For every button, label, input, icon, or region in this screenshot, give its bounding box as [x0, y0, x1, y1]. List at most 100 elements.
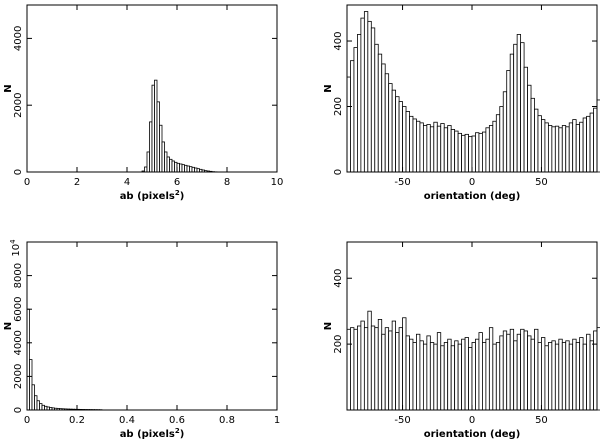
histogram-bar — [429, 126, 435, 173]
histogram-bar — [447, 125, 452, 173]
histogram-bar — [471, 135, 476, 173]
histogram-bar — [402, 317, 407, 411]
histogram-bar — [544, 345, 549, 411]
histogram-bar — [381, 333, 386, 411]
histogram-bar — [384, 327, 390, 411]
histogram-bar — [485, 127, 490, 173]
histogram-bar — [409, 115, 414, 173]
y-tick-label: 0 — [13, 407, 24, 413]
histogram-bar — [450, 345, 456, 411]
histogram-bar — [440, 345, 445, 411]
histogram-bar — [457, 132, 462, 173]
y-axis-exponent: 104 — [9, 239, 22, 257]
histogram-bar — [475, 132, 480, 173]
histogram-bar — [523, 330, 528, 411]
x-axis-label-close: ) — [180, 429, 185, 440]
histogram-bar — [502, 91, 508, 173]
x-tick-label: 0 — [469, 177, 475, 188]
histogram-bar — [402, 106, 407, 173]
histogram-bar — [384, 73, 390, 173]
x-axis-label-text: orientation (deg) — [424, 429, 521, 440]
x-axis-label-text: ab (pixels — [120, 429, 175, 440]
y-tick-label: 6000 — [13, 296, 24, 321]
histogram-bar — [593, 107, 598, 173]
histogram-bar — [416, 120, 421, 173]
histogram-bar — [370, 325, 376, 411]
x-tick-label: 0 — [469, 415, 475, 426]
histogram-bar — [346, 328, 351, 411]
y-axis-label: N — [3, 322, 14, 330]
histogram-bar — [443, 127, 449, 173]
x-tick-label: 6 — [174, 177, 180, 188]
histogram-bar — [579, 337, 584, 411]
x-tick-label: 0 — [24, 415, 30, 426]
histogram-bar — [485, 338, 490, 411]
histogram-bar — [488, 327, 494, 411]
histogram-bar — [478, 332, 483, 411]
histogram-bar — [436, 125, 442, 173]
histogram-bar — [457, 343, 462, 411]
histogram-bar — [357, 325, 362, 411]
x-tick-label: 0.2 — [69, 415, 85, 426]
x-tick-label: 0.6 — [169, 415, 185, 426]
histogram-bar — [353, 47, 358, 173]
histogram-bar — [492, 343, 497, 411]
x-axis-label-text: orientation (deg) — [424, 191, 521, 202]
y-tick-label: 400 — [333, 31, 344, 50]
histogram-bar — [471, 342, 476, 411]
histogram-bar — [450, 129, 456, 173]
histogram-bar — [395, 96, 400, 173]
y-tick-label: 400 — [333, 269, 344, 288]
histogram-bar — [534, 328, 539, 411]
histogram-bar — [575, 124, 581, 173]
histogram-bar — [395, 332, 400, 411]
histogram-bar — [575, 342, 581, 411]
y-tick-label: 200 — [333, 97, 344, 116]
x-tick-label: 4 — [124, 177, 130, 188]
histogram-bar — [586, 115, 591, 173]
histogram-bar — [468, 136, 473, 173]
histogram-bar — [374, 327, 379, 411]
histogram-bar — [534, 108, 539, 173]
histogram-bar — [495, 114, 501, 173]
histogram-bar — [388, 330, 393, 411]
histogram-bar — [530, 97, 535, 173]
histogram-bar — [530, 338, 535, 411]
histogram-bar — [558, 338, 563, 411]
histogram-bar — [572, 338, 577, 411]
histogram-bar — [391, 89, 397, 173]
y-axis-exponent-power: 4 — [9, 239, 17, 244]
y-tick-label: 0 — [13, 169, 24, 175]
x-axis-label-superscript: 2 — [175, 427, 180, 435]
histogram-bar — [443, 342, 449, 411]
histogram-bar — [572, 119, 577, 173]
histogram-bar — [516, 34, 522, 173]
histogram-bar — [589, 340, 594, 411]
y-tick-label: 8000 — [13, 263, 24, 288]
x-axis-label-superscript: 2 — [175, 189, 180, 197]
histogram-bar — [412, 342, 417, 411]
histogram-bar — [523, 66, 528, 173]
histogram-bar — [357, 34, 362, 173]
x-tick-label: 0.8 — [219, 415, 235, 426]
histogram-bar — [464, 133, 469, 173]
histogram-bar — [353, 328, 358, 411]
y-axis-label: N — [323, 84, 334, 92]
histogram-bar — [579, 121, 584, 173]
x-axis-label-text: ab (pixels — [120, 191, 175, 202]
y-tick-label: 4000 — [13, 330, 24, 355]
histogram-bar — [506, 333, 511, 411]
histogram-bar — [488, 125, 494, 173]
histogram-bar — [391, 320, 397, 411]
plot-frame — [26, 4, 278, 173]
histogram-bar — [381, 63, 386, 173]
histogram-bar — [568, 122, 574, 173]
histogram-bar — [502, 330, 508, 411]
histogram-bar — [461, 338, 466, 411]
histogram-bar — [374, 43, 379, 173]
histogram-bar — [582, 343, 587, 411]
histogram-bar — [551, 126, 556, 173]
y-axis-label: N — [3, 84, 14, 92]
